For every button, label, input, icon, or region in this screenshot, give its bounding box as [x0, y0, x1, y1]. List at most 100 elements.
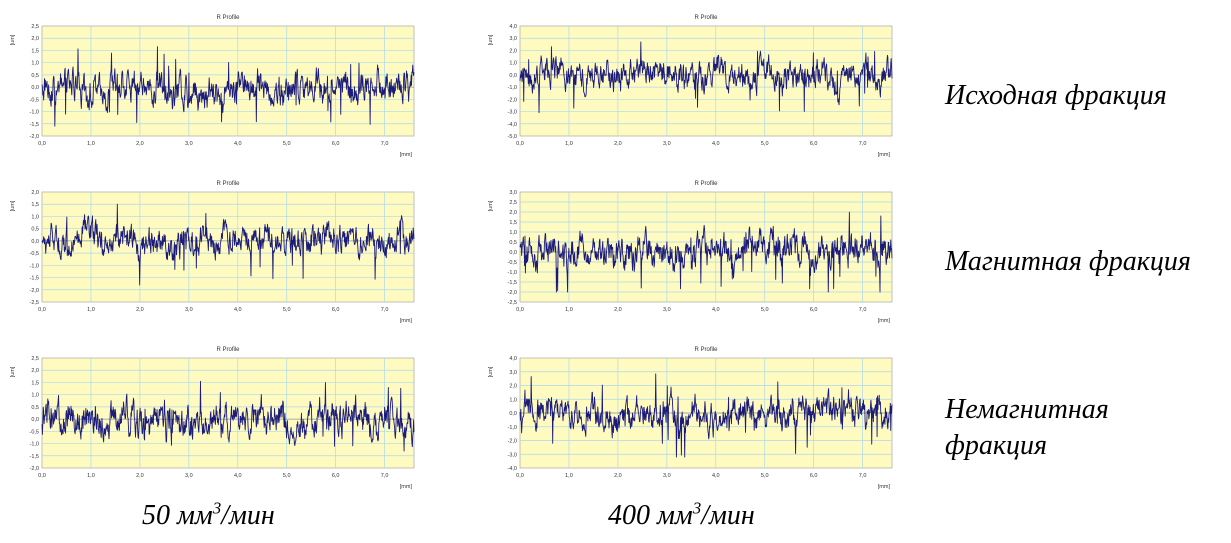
x-tick-label: 4,0	[234, 473, 242, 479]
x-tick-label: 4,0	[234, 307, 242, 313]
y-tick-label: -0,5	[30, 251, 39, 257]
chart-title: R Profile	[216, 181, 240, 187]
y-tick-label: -1,0	[508, 425, 517, 431]
y-tick-label: 2,0	[31, 190, 39, 196]
x-tick-label: 1,0	[565, 307, 573, 313]
x-tick-label: 5,0	[283, 307, 291, 313]
y-tick-label: 1,0	[31, 61, 39, 67]
x-tick-label: 0,0	[38, 473, 46, 479]
x-tick-label: 2,0	[136, 307, 144, 313]
x-tick-label: 2,0	[614, 307, 622, 313]
y-axis-label: [um]	[10, 34, 16, 45]
y-tick-label: -2,0	[30, 466, 39, 472]
y-tick-label: -1,0	[30, 263, 39, 269]
col-label-50-unit: /мин	[221, 500, 275, 531]
y-tick-label: -2,0	[508, 97, 517, 103]
y-tick-label: 2,0	[31, 368, 39, 374]
chart-title: R Profile	[694, 347, 718, 353]
y-tick-label: 1,5	[31, 380, 39, 386]
x-tick-label: 0,0	[516, 141, 524, 147]
x-tick-label: 4,0	[712, 307, 720, 313]
y-tick-label: 0,5	[509, 240, 517, 246]
y-tick-label: 0,0	[31, 417, 39, 423]
x-tick-label: 3,0	[185, 141, 193, 147]
plot-area	[41, 191, 415, 303]
y-tick-label: 3,0	[509, 36, 517, 42]
y-axis-label: [um]	[10, 366, 16, 377]
y-tick-label: 1,0	[31, 393, 39, 399]
x-tick-label: 2,0	[614, 141, 622, 147]
profile-line	[519, 41, 893, 114]
y-tick-label: 3,0	[509, 190, 517, 196]
y-tick-label: -1,0	[30, 110, 39, 116]
y-tick-label: -4,0	[508, 466, 517, 472]
profile-line	[519, 373, 893, 458]
x-axis-label: [mm]	[878, 484, 891, 490]
x-tick-label: 0,0	[516, 307, 524, 313]
x-tick-label: 1,0	[87, 141, 95, 147]
x-axis-label: [mm]	[400, 318, 413, 324]
y-tick-label: 0,0	[509, 73, 517, 79]
y-tick-label: 1,0	[509, 61, 517, 67]
x-tick-label: 1,0	[565, 473, 573, 479]
y-axis-label: [um]	[488, 366, 494, 377]
profile-line	[519, 211, 893, 293]
x-tick-label: 6,0	[332, 473, 340, 479]
y-tick-label: -2,0	[30, 288, 39, 294]
y-tick-label: 0,5	[31, 227, 39, 233]
col-label-400-unit: /мин	[701, 500, 755, 531]
y-tick-label: -2,5	[30, 300, 39, 306]
x-tick-label: 6,0	[810, 141, 818, 147]
y-tick-label: -1,0	[508, 85, 517, 91]
y-tick-label: -1,0	[508, 270, 517, 276]
y-axis-label: [um]	[488, 34, 494, 45]
chart-title: R Profile	[216, 15, 240, 21]
y-tick-label: -1,0	[30, 442, 39, 448]
profile-line	[41, 46, 415, 127]
y-tick-label: 2,0	[509, 384, 517, 390]
y-axis-label: [um]	[488, 200, 494, 211]
x-tick-label: 7,0	[859, 473, 867, 479]
x-axis-label: [mm]	[878, 152, 891, 158]
y-tick-label: -1,5	[30, 454, 39, 460]
y-tick-label: 1,0	[509, 397, 517, 403]
y-tick-label: -5,0	[508, 134, 517, 140]
x-tick-label: 3,0	[663, 141, 671, 147]
y-tick-label: -2,0	[30, 134, 39, 140]
y-tick-label: 2,5	[31, 24, 39, 30]
y-tick-label: -4,0	[508, 122, 517, 128]
y-tick-label: 1,5	[509, 220, 517, 226]
y-tick-label: -2,0	[508, 290, 517, 296]
x-tick-label: 5,0	[761, 141, 769, 147]
y-tick-label: 3,0	[509, 370, 517, 376]
y-tick-label: 0,0	[31, 239, 39, 245]
x-tick-label: 3,0	[185, 307, 193, 313]
col-label-50: 50 мм3/мин	[142, 500, 275, 532]
y-tick-label: 4,0	[509, 356, 517, 362]
chart-svg: R Profile 2,5 2,0 1,5 1,0 0,5 0,0 -0,5 -1,0 -1,5 -…	[10, 15, 415, 158]
x-axis-label: [mm]	[878, 318, 891, 324]
col-label-50-sup: 3	[212, 498, 222, 518]
y-tick-label: 2,0	[509, 210, 517, 216]
x-tick-label: 7,0	[381, 473, 389, 479]
y-tick-label: 2,5	[31, 356, 39, 362]
x-tick-label: 6,0	[332, 307, 340, 313]
x-tick-label: 1,0	[87, 473, 95, 479]
x-tick-label: 7,0	[859, 307, 867, 313]
x-tick-label: 4,0	[712, 473, 720, 479]
y-tick-label: -3,0	[508, 452, 517, 458]
x-axis-label: [mm]	[400, 484, 413, 490]
x-tick-label: 5,0	[761, 307, 769, 313]
x-tick-label: 7,0	[381, 307, 389, 313]
y-tick-label: 1,0	[31, 214, 39, 220]
x-tick-label: 7,0	[381, 141, 389, 147]
x-tick-label: 7,0	[859, 141, 867, 147]
x-tick-label: 2,0	[136, 473, 144, 479]
x-tick-label: 1,0	[87, 307, 95, 313]
x-tick-label: 4,0	[712, 141, 720, 147]
chart-title: R Profile	[216, 347, 240, 353]
chart-svg: R Profile 4,0 3,0 2,0 1,0 0,0 -1,0 -2,0 -3,0 -4,0…	[488, 15, 893, 158]
chart-svg: R Profile 4,0 3,0 2,0 1,0 0,0 -1,0 -2,0 -3,0 -4,0…	[488, 347, 893, 490]
x-tick-label: 2,0	[136, 141, 144, 147]
y-tick-label: 0,5	[31, 73, 39, 79]
